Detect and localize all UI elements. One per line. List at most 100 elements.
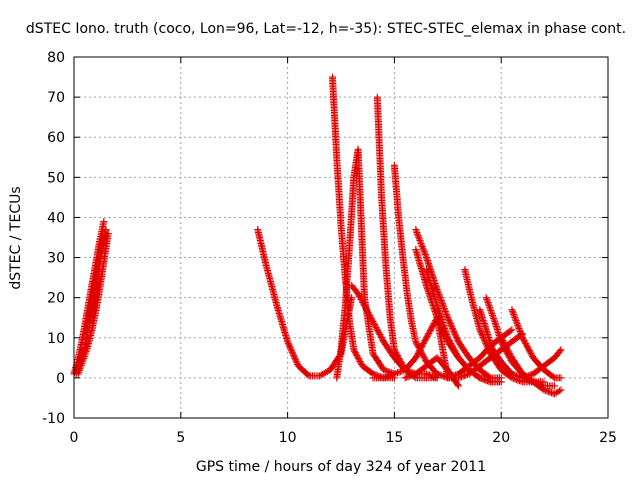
- plus-marker: [511, 315, 519, 323]
- plus-marker: [436, 371, 444, 379]
- plus-marker: [414, 230, 421, 238]
- plus-marker: [507, 327, 514, 335]
- plus-marker: [369, 318, 377, 326]
- plus-marker: [323, 368, 331, 376]
- plus-marker: [449, 344, 457, 352]
- plus-marker: [557, 346, 565, 354]
- plus-marker: [357, 359, 365, 367]
- plus-marker: [448, 341, 456, 349]
- plus-marker: [384, 372, 392, 380]
- plus-marker: [451, 330, 459, 338]
- plus-marker: [416, 347, 424, 355]
- plus-marker: [367, 315, 375, 323]
- plus-marker: [449, 326, 457, 334]
- plus-marker: [290, 351, 298, 359]
- plus-marker: [415, 348, 423, 356]
- plus-marker: [366, 312, 374, 320]
- plus-marker: [357, 296, 365, 303]
- plus-marker: [422, 370, 430, 378]
- plus-marker: [444, 374, 452, 382]
- plus-marker: [447, 321, 455, 329]
- plus-marker: [356, 293, 364, 301]
- plus-marker: [435, 306, 443, 314]
- plus-marker: [395, 368, 403, 376]
- plus-marker: [483, 295, 491, 303]
- plus-marker: [288, 348, 296, 356]
- plus-marker: [390, 370, 398, 378]
- plus-marker: [292, 356, 300, 364]
- data-points: [70, 73, 565, 398]
- plus-marker: [350, 346, 358, 354]
- plus-marker: [512, 317, 520, 325]
- plus-marker: [514, 323, 522, 331]
- plus-marker: [419, 244, 427, 252]
- plus-marker: [432, 373, 440, 381]
- plus-marker: [291, 354, 299, 362]
- y-tick-label: 40: [47, 210, 65, 226]
- plus-marker: [443, 311, 451, 319]
- plus-marker: [420, 338, 428, 346]
- plus-marker: [485, 377, 493, 385]
- plus-marker: [528, 371, 536, 378]
- plus-marker: [361, 303, 369, 311]
- plus-marker: [510, 310, 518, 318]
- x-tick-label: 5: [176, 430, 185, 446]
- plus-marker: [377, 334, 385, 341]
- plus-marker: [525, 345, 533, 353]
- plus-marker: [368, 316, 376, 324]
- plus-marker: [74, 370, 82, 378]
- plus-marker: [76, 366, 83, 374]
- plus-marker: [445, 335, 453, 343]
- plus-marker: [513, 320, 521, 328]
- plus-marker: [360, 300, 367, 308]
- plus-marker: [422, 335, 430, 343]
- x-axis-label: GPS time / hours of day 324 of year 2011: [196, 459, 486, 475]
- series-3: [74, 230, 112, 378]
- chart-title: dSTEC Iono. truth (coco, Lon=96, Lat=-12…: [26, 21, 626, 37]
- plus-marker: [427, 325, 435, 333]
- plus-marker: [450, 372, 458, 380]
- y-tick-label: 20: [47, 291, 65, 307]
- plus-marker: [448, 372, 456, 380]
- y-tick-labels: -10 0 10 20 30 40 50 60 70 80: [42, 50, 65, 427]
- plus-marker: [520, 337, 528, 345]
- x-tick-label: 0: [70, 430, 79, 446]
- plus-marker: [284, 339, 292, 347]
- plus-marker: [485, 302, 493, 310]
- y-tick-label: -10: [42, 411, 65, 427]
- plus-marker: [523, 372, 531, 380]
- plus-marker: [356, 358, 364, 365]
- plus-marker: [365, 310, 373, 318]
- plus-marker: [505, 348, 513, 356]
- plus-marker: [285, 341, 293, 349]
- plus-marker: [526, 348, 534, 356]
- plus-marker: [293, 359, 301, 367]
- y-tick-label: 80: [47, 50, 65, 66]
- x-tick-label: 25: [599, 430, 617, 446]
- plus-marker: [381, 373, 389, 381]
- plus-marker: [426, 371, 433, 379]
- plus-marker: [407, 372, 415, 380]
- plus-marker: [497, 378, 505, 386]
- plus-marker: [477, 327, 484, 335]
- plus-marker: [445, 337, 453, 345]
- plus-marker: [429, 321, 437, 329]
- y-axis-label: dSTEC / TECUs: [8, 186, 24, 289]
- plus-marker: [397, 368, 404, 376]
- plus-marker: [356, 294, 364, 302]
- plus-marker: [483, 297, 491, 305]
- plus-marker: [82, 349, 90, 357]
- plus-marker: [380, 374, 388, 382]
- plus-marker: [82, 348, 90, 355]
- plus-marker: [355, 291, 363, 299]
- plus-marker: [445, 315, 452, 323]
- plus-marker: [413, 352, 420, 360]
- plus-marker: [540, 386, 548, 394]
- plus-marker: [508, 326, 516, 334]
- plus-marker: [541, 387, 549, 394]
- plus-marker: [364, 309, 372, 317]
- plus-marker: [353, 352, 361, 360]
- plus-marker: [519, 330, 527, 338]
- plus-marker: [386, 372, 394, 380]
- series-21: [519, 346, 565, 382]
